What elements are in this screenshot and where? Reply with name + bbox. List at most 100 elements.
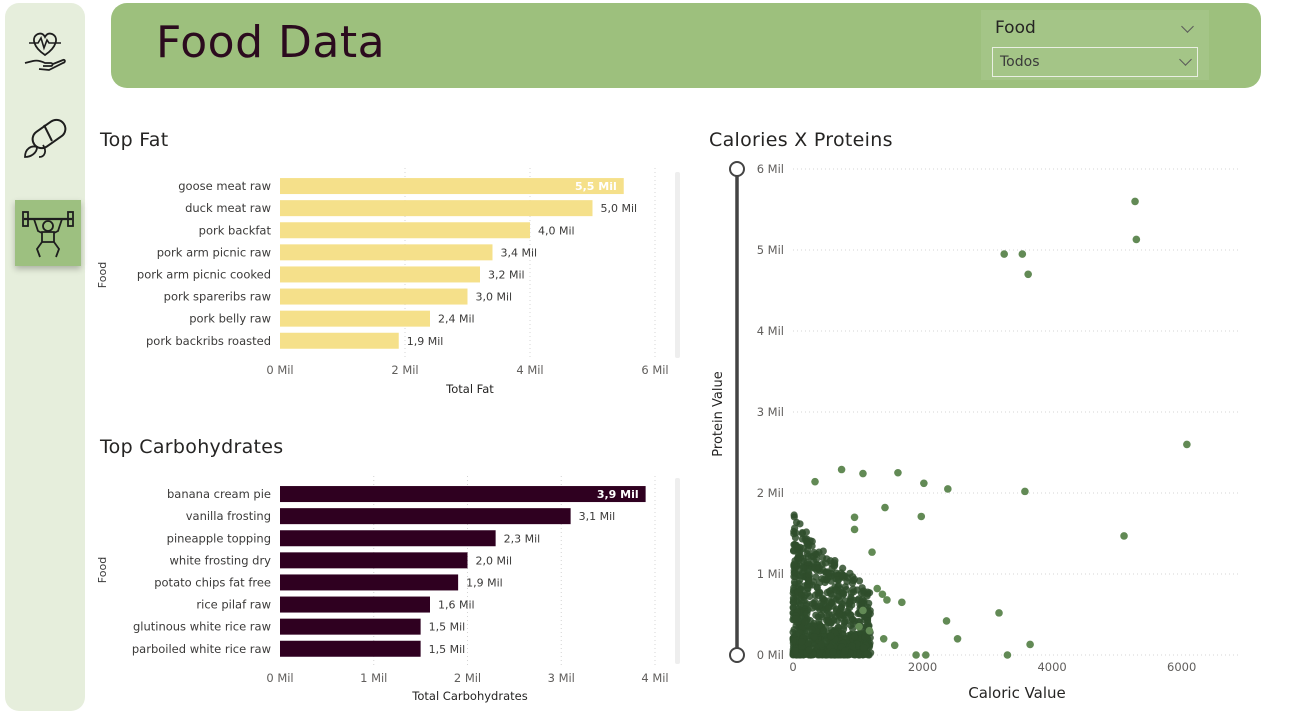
scatter-x-tick-label: 4000 bbox=[1037, 660, 1066, 674]
chevron-down-icon[interactable] bbox=[1181, 20, 1194, 33]
scatter-point bbox=[846, 598, 854, 606]
scatter-point bbox=[803, 610, 811, 618]
scatter-point bbox=[944, 485, 952, 493]
scatter-point bbox=[804, 576, 813, 585]
scatter-point bbox=[898, 598, 906, 607]
carb-bar bbox=[280, 508, 571, 525]
fat-data-label: 3,2 Mil bbox=[488, 268, 525, 281]
scatter-point bbox=[1183, 440, 1191, 449]
fat-x-tick-label: 4 Mil bbox=[516, 363, 543, 377]
fat-data-label: 3,4 Mil bbox=[501, 246, 538, 259]
fat-bar bbox=[280, 200, 593, 217]
carb-x-tick-label: 1 Mil bbox=[360, 671, 387, 685]
scatter-point bbox=[855, 595, 863, 603]
scatter-point bbox=[860, 644, 868, 652]
carb-chart-title: Top Carbohydrates bbox=[100, 436, 284, 458]
nav-health-button[interactable] bbox=[17, 23, 73, 79]
scatter-point bbox=[808, 604, 817, 612]
scatter-point bbox=[850, 525, 859, 534]
fat-data-label: 3,0 Mil bbox=[476, 291, 513, 304]
carb-scrollbar[interactable] bbox=[675, 478, 680, 664]
scatter-point bbox=[811, 598, 819, 606]
scatter-point bbox=[1026, 640, 1034, 649]
nav-food-button[interactable] bbox=[15, 200, 81, 266]
scatter-point bbox=[790, 560, 798, 568]
fat-category-label: duck meat raw bbox=[185, 201, 271, 215]
fat-data-label: 5,0 Mil bbox=[601, 202, 638, 215]
fat-bar bbox=[280, 332, 399, 349]
heart-hand-icon bbox=[24, 32, 66, 71]
sidebar bbox=[5, 3, 85, 711]
carb-y-axis-title: Food bbox=[96, 557, 109, 583]
scatter-point bbox=[942, 617, 951, 625]
scatter-chart-title: Calories X Proteins bbox=[709, 129, 893, 151]
scatter-point bbox=[789, 637, 797, 645]
scatter-point bbox=[832, 607, 841, 615]
fat-scrollbar[interactable] bbox=[675, 172, 680, 358]
scatter-point bbox=[850, 513, 859, 522]
scatter-point bbox=[840, 622, 848, 630]
scatter-y-tick-label: 1 Mil bbox=[757, 567, 784, 581]
carb-bar bbox=[280, 574, 459, 591]
fat-bar bbox=[280, 288, 468, 305]
scatter-point bbox=[878, 590, 887, 599]
scatter-point bbox=[881, 503, 889, 512]
scatter-point bbox=[800, 596, 808, 605]
scatter-point bbox=[1018, 250, 1027, 258]
fat-bar-chart: Food Total Fat 0 Mil 2 Mil 4 Mil 6 Mil goose… bbox=[96, 168, 680, 396]
carb-category-label: glutinous white rice raw bbox=[133, 620, 271, 634]
fat-x-tick-label: 6 Mil bbox=[641, 363, 668, 377]
page-title: Food Data bbox=[156, 17, 386, 68]
scatter-chart: Protein Value Caloric Value 0 Mil 1 Mil 2 … bbox=[711, 161, 1240, 702]
scatter-point bbox=[890, 641, 899, 650]
scatter-point bbox=[818, 575, 826, 583]
fat-bar bbox=[280, 244, 493, 261]
scatter-point bbox=[839, 573, 848, 581]
carb-data-label: 3,1 Mil bbox=[579, 510, 616, 523]
scatter-point bbox=[879, 635, 888, 643]
chevron-down-icon[interactable] bbox=[1179, 53, 1192, 66]
slicer-value: Todos bbox=[1000, 54, 1040, 70]
fat-bar bbox=[280, 178, 624, 195]
carb-category-label: pineapple topping bbox=[167, 531, 271, 545]
food-slicer[interactable]: Food Todos bbox=[981, 10, 1209, 80]
y-zoom-slider-handle-bottom[interactable] bbox=[729, 647, 745, 663]
scatter-point bbox=[825, 604, 833, 612]
scatter-point bbox=[848, 642, 856, 650]
scatter-point bbox=[920, 479, 928, 488]
carb-data-label: 1,9 Mil bbox=[466, 576, 503, 589]
fat-category-label: pork spareribs raw bbox=[164, 290, 271, 304]
carb-x-axis-title: Total Carbohydrates bbox=[411, 689, 527, 703]
scatter-y-tick-label: 2 Mil bbox=[757, 486, 784, 500]
scatter-y-tick-label: 4 Mil bbox=[757, 324, 784, 338]
scatter-point bbox=[835, 592, 843, 601]
scatter-x-tick-label: 0 bbox=[789, 660, 796, 674]
scatter-point bbox=[832, 569, 840, 577]
fat-x-axis-title: Total Fat bbox=[445, 382, 494, 396]
scatter-point bbox=[863, 592, 871, 600]
slicer-dropdown[interactable]: Todos bbox=[992, 47, 1198, 77]
fat-chart-title: Top Fat bbox=[100, 129, 169, 151]
scatter-point bbox=[868, 548, 876, 556]
scatter-point bbox=[796, 585, 804, 593]
scatter-point bbox=[823, 575, 831, 583]
scatter-point bbox=[850, 633, 859, 641]
y-zoom-slider-handle-top[interactable] bbox=[729, 161, 745, 177]
scatter-point bbox=[1003, 651, 1012, 659]
scatter-point bbox=[1021, 487, 1029, 496]
scatter-point bbox=[824, 618, 832, 627]
carb-x-tick-label: 4 Mil bbox=[641, 671, 668, 685]
scatter-point bbox=[1000, 250, 1008, 258]
scatter-point bbox=[791, 524, 799, 532]
weightlifter-icon bbox=[22, 211, 74, 258]
carb-data-label: 1,6 Mil bbox=[438, 599, 475, 612]
pill-leaf-icon bbox=[24, 118, 67, 158]
scatter-point bbox=[815, 602, 823, 610]
carb-category-label: potato chips fat free bbox=[154, 575, 271, 589]
scatter-y-tick-label: 6 Mil bbox=[757, 162, 784, 176]
fat-data-label: 4,0 Mil bbox=[538, 224, 575, 237]
slicer-label: Food bbox=[995, 18, 1036, 38]
scatter-y-axis-title: Protein Value bbox=[711, 371, 726, 456]
scatter-point bbox=[917, 512, 926, 521]
nav-supplements-button[interactable] bbox=[17, 109, 73, 165]
